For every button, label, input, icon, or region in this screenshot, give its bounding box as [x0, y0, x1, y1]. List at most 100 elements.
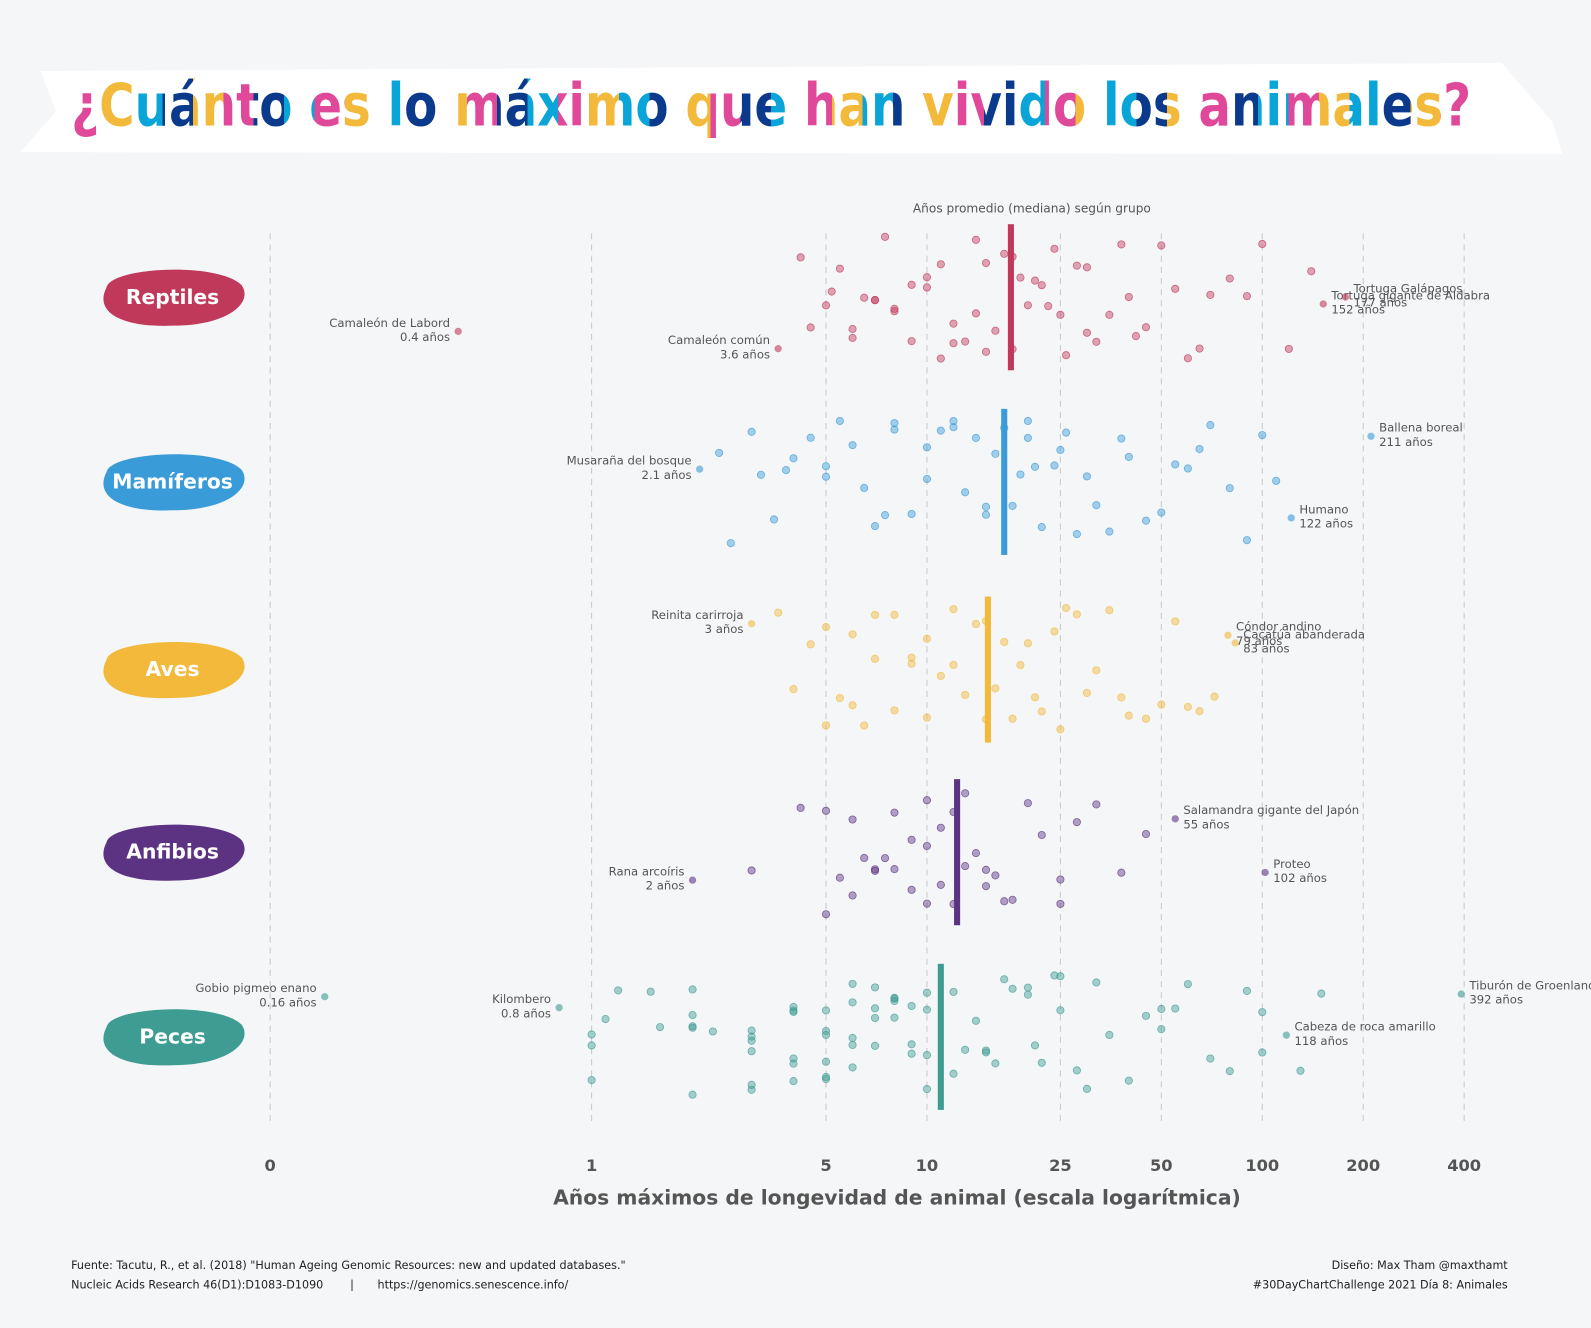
- data-point: [821, 1057, 831, 1066]
- data-point: [688, 1090, 697, 1099]
- data-point: [949, 319, 958, 328]
- data-point: [961, 862, 970, 871]
- annotation-name: Camaleón común: [668, 333, 770, 347]
- x-axis-label: Años máximos de longevidad de animal (es…: [553, 1186, 1241, 1210]
- annotation-name: Ballena boreal: [1379, 421, 1463, 435]
- annotation-value: 211 años: [1379, 435, 1433, 449]
- data-point: [936, 354, 945, 363]
- footer-text: Nucleic Acids Research 46(D1):D1083-D109…: [71, 1278, 323, 1291]
- data-point: [907, 280, 916, 289]
- data-point: [971, 849, 981, 858]
- data-point: [835, 416, 844, 426]
- data-point: [907, 337, 916, 346]
- data-point: [806, 323, 815, 332]
- data-point: [949, 423, 958, 432]
- data-point: [1171, 1004, 1180, 1013]
- data-point: [961, 488, 970, 497]
- group-label: Reptiles: [126, 285, 219, 309]
- data-point: [1016, 470, 1025, 479]
- group-label: Aves: [146, 657, 200, 681]
- annotation-name: Tortuga Galápagos: [1353, 281, 1463, 295]
- data-point: [922, 796, 932, 805]
- data-point: [1157, 1004, 1166, 1013]
- annotation-name: Reinita carirroja: [651, 608, 743, 622]
- data-point: [848, 979, 857, 988]
- footer-text: https://genomics.senescence.info/: [378, 1278, 569, 1291]
- data-point: [949, 1069, 958, 1078]
- data-point: [1023, 433, 1032, 442]
- data-point: [991, 326, 1000, 335]
- data-point: [1307, 267, 1316, 276]
- data-point: [1044, 302, 1053, 311]
- data-point: [821, 910, 831, 919]
- data-point: [1258, 431, 1267, 440]
- data-point: [936, 823, 945, 832]
- chart-title: ¿Cuánto es lo máximo que han vivido los …: [71, 71, 1471, 140]
- data-point: [880, 511, 890, 520]
- median-line: [937, 963, 944, 1110]
- data-point: [1037, 707, 1046, 716]
- annotation-name: Tortuga gigante de Aldabra: [1330, 288, 1490, 302]
- data-point: [1056, 310, 1065, 319]
- data-point: [821, 1075, 831, 1084]
- annotation-name: Cabeza de roca amarillo: [1294, 1020, 1435, 1034]
- data-point: [1000, 249, 1009, 258]
- annotation-value: 0.4 años: [400, 330, 450, 344]
- data-point: [747, 1026, 756, 1035]
- data-point: [890, 419, 899, 428]
- annotation-name: Kilombero: [492, 992, 551, 1006]
- data-point: [1062, 351, 1071, 360]
- data-point: [922, 841, 932, 851]
- data-point: [922, 713, 932, 722]
- data-point: [981, 502, 991, 511]
- data-point: [922, 988, 932, 997]
- data-point: [860, 483, 869, 493]
- data-point: [835, 264, 844, 273]
- annotation-value: 3 años: [705, 622, 744, 636]
- data-point: [961, 1045, 970, 1054]
- data-point: [1072, 818, 1081, 827]
- data-point: [1092, 666, 1101, 675]
- data-point: [981, 1046, 991, 1055]
- data-point: [1225, 274, 1234, 283]
- data-point: [747, 866, 756, 875]
- data-point: [991, 871, 1000, 880]
- highlight-point: [1367, 432, 1375, 440]
- footer-text: |: [350, 1278, 354, 1291]
- data-point: [922, 443, 932, 452]
- data-point: [821, 1006, 831, 1015]
- data-point: [981, 510, 991, 519]
- data-point: [870, 865, 880, 874]
- data-point: [715, 448, 724, 457]
- data-point: [1124, 711, 1133, 720]
- data-point: [1008, 895, 1017, 904]
- data-point: [1008, 714, 1017, 723]
- data-point: [922, 899, 932, 908]
- data-point: [1183, 702, 1192, 711]
- annotation-value: 152 años: [1331, 303, 1385, 317]
- data-point: [1206, 421, 1215, 430]
- data-point: [860, 721, 869, 730]
- group-badge: [103, 269, 245, 326]
- data-point: [890, 1013, 899, 1022]
- data-point: [907, 885, 916, 894]
- data-point: [936, 671, 945, 680]
- data-point: [789, 454, 798, 463]
- x-tick-label: 10: [916, 1156, 939, 1175]
- data-point: [870, 1004, 880, 1013]
- data-point: [848, 325, 857, 334]
- data-point: [890, 808, 899, 817]
- data-point: [890, 706, 899, 715]
- data-point: [870, 1013, 880, 1023]
- data-point: [1030, 1041, 1040, 1050]
- data-point: [1030, 693, 1040, 702]
- data-point: [587, 1030, 596, 1039]
- group-label: Peces: [139, 1024, 205, 1048]
- highlight-point: [1171, 815, 1179, 823]
- data-point: [1171, 617, 1180, 626]
- data-point: [981, 347, 991, 356]
- data-point: [1072, 530, 1081, 539]
- data-point: [789, 1077, 798, 1086]
- data-point: [821, 1026, 831, 1036]
